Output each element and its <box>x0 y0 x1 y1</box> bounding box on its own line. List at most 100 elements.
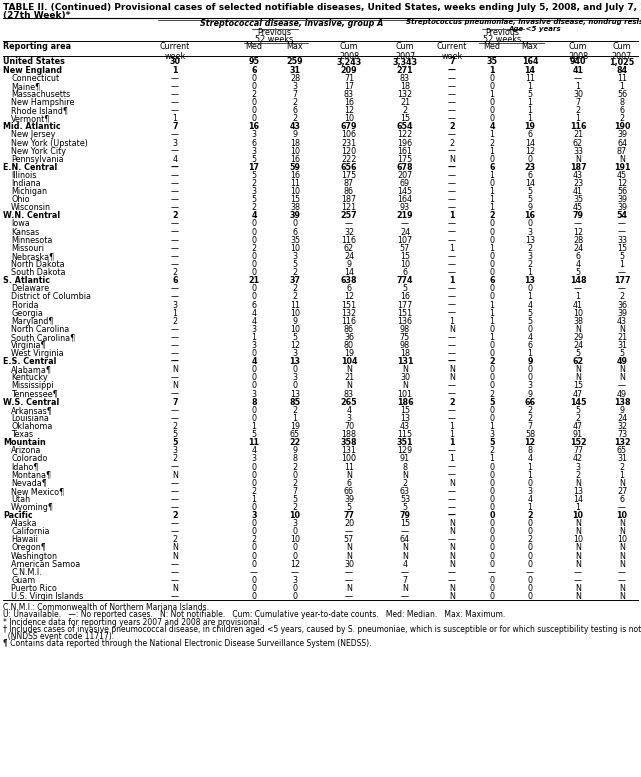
Text: 0: 0 <box>251 552 256 560</box>
Text: —: — <box>448 90 456 99</box>
Text: 132: 132 <box>342 308 356 318</box>
Text: 1: 1 <box>251 422 256 431</box>
Text: 30: 30 <box>169 57 181 67</box>
Text: N: N <box>449 559 455 569</box>
Text: —: — <box>171 260 179 269</box>
Text: 16: 16 <box>400 292 410 301</box>
Text: 1: 1 <box>490 147 494 155</box>
Text: Reporting area: Reporting area <box>3 42 71 51</box>
Text: 10: 10 <box>290 308 300 318</box>
Text: 0: 0 <box>292 552 297 560</box>
Text: 774: 774 <box>397 276 413 285</box>
Text: 0: 0 <box>489 511 495 520</box>
Text: 43: 43 <box>617 317 627 326</box>
Text: 1: 1 <box>490 422 494 431</box>
Text: 6: 6 <box>347 284 351 293</box>
Text: 5: 5 <box>528 90 533 99</box>
Text: 0: 0 <box>528 519 533 528</box>
Text: 14: 14 <box>525 179 535 188</box>
Text: 2: 2 <box>528 244 533 253</box>
Text: N: N <box>619 552 625 560</box>
Text: 6: 6 <box>292 228 297 237</box>
Text: N: N <box>346 543 352 552</box>
Text: 0: 0 <box>490 552 494 560</box>
Text: 0: 0 <box>490 106 494 115</box>
Text: 1: 1 <box>490 244 494 253</box>
Text: —: — <box>171 98 179 107</box>
Text: —: — <box>448 292 456 301</box>
Text: 0: 0 <box>251 479 256 488</box>
Text: Indiana: Indiana <box>11 179 40 188</box>
Text: 0: 0 <box>251 374 256 382</box>
Text: 0: 0 <box>251 260 256 269</box>
Text: 8: 8 <box>619 98 624 107</box>
Text: Missouri: Missouri <box>11 244 44 253</box>
Text: 83: 83 <box>344 90 354 99</box>
Text: Texas: Texas <box>11 430 33 439</box>
Text: —: — <box>171 333 179 342</box>
Text: U.S. Virgin Islands: U.S. Virgin Islands <box>11 592 83 601</box>
Text: 2: 2 <box>528 535 533 545</box>
Text: 3: 3 <box>292 349 297 358</box>
Text: 2: 2 <box>292 479 297 488</box>
Text: N: N <box>449 365 455 375</box>
Text: 1: 1 <box>619 260 624 269</box>
Text: 1: 1 <box>528 98 533 107</box>
Text: —: — <box>448 333 456 342</box>
Text: 4: 4 <box>528 301 533 309</box>
Text: —: — <box>448 252 456 261</box>
Text: 2: 2 <box>490 389 495 399</box>
Text: 1: 1 <box>251 495 256 504</box>
Text: 1: 1 <box>490 187 494 196</box>
Text: —: — <box>291 568 299 577</box>
Text: N: N <box>172 552 178 560</box>
Text: —: — <box>448 179 456 188</box>
Text: 132: 132 <box>613 438 630 448</box>
Text: 91: 91 <box>400 455 410 463</box>
Text: 18: 18 <box>400 82 410 91</box>
Text: 0: 0 <box>490 284 494 293</box>
Text: 121: 121 <box>342 204 356 212</box>
Text: —: — <box>171 82 179 91</box>
Text: 38: 38 <box>573 317 583 326</box>
Text: 14: 14 <box>524 65 535 75</box>
Text: —: — <box>171 131 179 139</box>
Text: 0: 0 <box>490 292 494 301</box>
Text: Iowa: Iowa <box>11 219 29 228</box>
Text: 3: 3 <box>528 252 533 261</box>
Text: 0: 0 <box>490 462 494 472</box>
Text: † Includes cases of invasive pneumococcal disease, in children aged <5 years, ca: † Includes cases of invasive pneumococca… <box>3 625 641 634</box>
Text: 1: 1 <box>528 292 533 301</box>
Text: 16: 16 <box>290 171 300 180</box>
Text: N: N <box>619 155 625 164</box>
Text: 45: 45 <box>573 204 583 212</box>
Text: —: — <box>345 528 353 536</box>
Text: E.N. Central: E.N. Central <box>3 163 57 172</box>
Text: Massachusetts: Massachusetts <box>11 90 70 99</box>
Text: Max: Max <box>287 42 303 51</box>
Text: 80: 80 <box>344 341 354 350</box>
Text: 11: 11 <box>290 301 300 309</box>
Text: 0: 0 <box>251 543 256 552</box>
Text: N: N <box>346 382 352 391</box>
Text: 116: 116 <box>342 317 356 326</box>
Text: 12: 12 <box>573 228 583 237</box>
Text: 11: 11 <box>525 74 535 82</box>
Text: Streptococcus pneumoniae, invasive disease, nondrug resistant†: Streptococcus pneumoniae, invasive disea… <box>406 19 641 25</box>
Text: 3: 3 <box>251 511 257 520</box>
Text: 2: 2 <box>172 268 178 277</box>
Text: 209: 209 <box>340 65 357 75</box>
Text: —: — <box>345 576 353 585</box>
Text: 62: 62 <box>573 138 583 148</box>
Text: 4: 4 <box>251 211 257 221</box>
Text: 17: 17 <box>344 82 354 91</box>
Text: 1: 1 <box>449 430 454 439</box>
Text: Maryland¶: Maryland¶ <box>11 317 53 326</box>
Text: 6: 6 <box>619 106 624 115</box>
Text: —: — <box>171 163 179 172</box>
Text: 6: 6 <box>489 163 495 172</box>
Text: N: N <box>619 528 625 536</box>
Text: —: — <box>448 406 456 415</box>
Text: 5: 5 <box>251 171 256 180</box>
Text: 1: 1 <box>449 422 454 431</box>
